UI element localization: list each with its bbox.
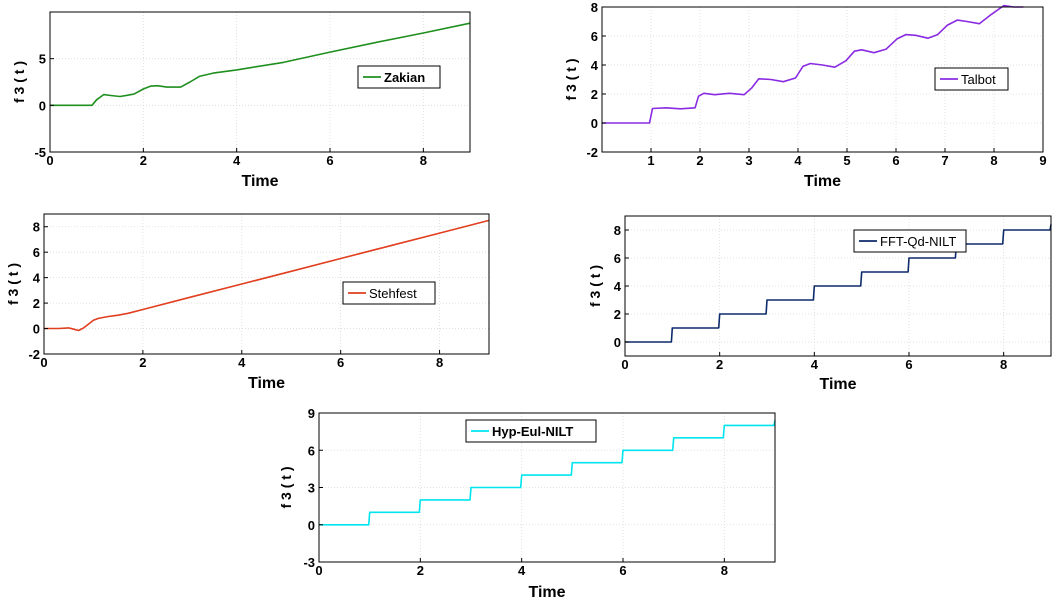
x-tick-label: 0 <box>46 153 53 168</box>
x-tick-label: 6 <box>326 153 333 168</box>
y-tick-label: -2 <box>28 347 40 362</box>
y-tick-label: 4 <box>591 58 599 73</box>
y-tick-label: 0 <box>308 518 315 533</box>
x-tick-label: 8 <box>990 153 997 168</box>
y-tick-label: 6 <box>614 251 621 266</box>
x-tick-label: 4 <box>794 153 802 168</box>
y-tick-label: 6 <box>591 29 598 44</box>
x-tick-label: 2 <box>139 355 146 370</box>
y-tick-label: 8 <box>33 220 40 235</box>
legend-box <box>465 419 597 443</box>
y-tick-label: 5 <box>39 52 46 67</box>
x-tick-label: 6 <box>905 357 912 372</box>
legend: Stehfest <box>342 281 436 305</box>
legend-label: Stehfest <box>369 286 417 301</box>
plot-frame <box>43 213 490 355</box>
x-tick-label: 1 <box>647 153 654 168</box>
legend-box <box>853 229 967 253</box>
legend-box <box>357 65 441 89</box>
legend-box <box>342 281 436 305</box>
y-tick-label: 2 <box>614 307 621 322</box>
x-tick-label: 0 <box>315 563 322 578</box>
plot-frame <box>601 6 1044 153</box>
legend-label: Talbot <box>961 72 996 87</box>
series-line-hyp-eul-nilt <box>319 420 776 526</box>
series-line-stehfest <box>44 219 490 332</box>
x-tick-label: 3 <box>745 153 752 168</box>
x-tick-label: 8 <box>721 563 728 578</box>
y-axis-label: f 3 ( t ) <box>563 59 579 101</box>
x-tick-label: 5 <box>843 153 850 168</box>
y-axis-label: f 3 ( t ) <box>587 265 603 307</box>
y-tick-label: 6 <box>308 443 315 458</box>
series-line-zakian <box>50 22 471 107</box>
x-tick-label: 7 <box>941 153 948 168</box>
x-tick-label: 4 <box>518 563 526 578</box>
x-tick-label: 8 <box>436 355 443 370</box>
legend: Talbot <box>934 67 1009 91</box>
y-tick-label: 2 <box>33 296 40 311</box>
y-tick-label: 0 <box>614 335 621 350</box>
y-tick-label: 8 <box>591 0 598 15</box>
chart-talbot: 1 2 3 4 5 6 7 8 9 -2 0 2 4 6 8 Time f 3 ( t ) Talbot <box>563 0 1047 190</box>
x-tick-label: 8 <box>420 153 427 168</box>
x-axis-label: Time <box>248 375 285 392</box>
y-tick-label: -2 <box>586 145 598 160</box>
x-tick-label: 2 <box>140 153 147 168</box>
x-axis-label: Time <box>528 584 565 601</box>
x-tick-label: 4 <box>811 357 819 372</box>
y-tick-label: 0 <box>591 116 598 131</box>
x-tick-label: 4 <box>233 153 241 168</box>
x-tick-label: 2 <box>716 357 723 372</box>
x-tick-label: 0 <box>40 355 47 370</box>
y-axis-label: f 3 ( t ) <box>11 61 27 103</box>
y-tick-label: 0 <box>33 322 40 337</box>
x-axis-label: Time <box>241 173 278 190</box>
chart-fft-qd-nilt: 0 2 4 6 8 0 2 4 6 8 Time f 3 ( t ) FFT-Qd-NILT <box>587 215 1052 393</box>
plot-frame <box>49 11 471 153</box>
x-tick-label: 6 <box>892 153 899 168</box>
legend-label: Hyp-Eul-NILT <box>492 424 573 439</box>
y-tick-label: 0 <box>39 98 46 113</box>
y-axis-label: f 3 ( t ) <box>5 263 21 305</box>
legend: Zakian <box>357 65 441 89</box>
legend: Hyp-Eul-NILT <box>465 419 597 443</box>
x-tick-label: 6 <box>337 355 344 370</box>
y-tick-label: 2 <box>591 87 598 102</box>
legend-box <box>934 67 1009 91</box>
y-tick-label: 4 <box>614 279 622 294</box>
y-axis-label: f 3 ( t ) <box>278 467 294 509</box>
legend-label: FFT-Qd-NILT <box>880 234 956 249</box>
y-tick-label: -5 <box>34 145 46 160</box>
legend: FFT-Qd-NILT <box>853 229 967 253</box>
y-tick-label: 4 <box>33 271 41 286</box>
x-tick-label: 9 <box>1039 153 1046 168</box>
series-line-fft-qd-nilt <box>625 224 1052 343</box>
x-tick-label: 6 <box>619 563 626 578</box>
series-line-talbot <box>602 4 1024 124</box>
x-tick-label: 0 <box>621 357 628 372</box>
x-tick-label: 2 <box>696 153 703 168</box>
y-tick-label: 6 <box>33 245 40 260</box>
y-tick-label: -3 <box>303 555 315 570</box>
x-tick-label: 8 <box>1000 357 1007 372</box>
y-tick-label: 8 <box>614 223 621 238</box>
x-axis-label: Time <box>819 376 856 393</box>
y-tick-label: 9 <box>308 406 315 421</box>
x-axis-label: Time <box>804 173 841 190</box>
y-tick-label: 3 <box>308 481 315 496</box>
x-tick-label: 2 <box>417 563 424 578</box>
x-tick-label: 4 <box>238 355 246 370</box>
legend-label: Zakian <box>384 70 425 85</box>
